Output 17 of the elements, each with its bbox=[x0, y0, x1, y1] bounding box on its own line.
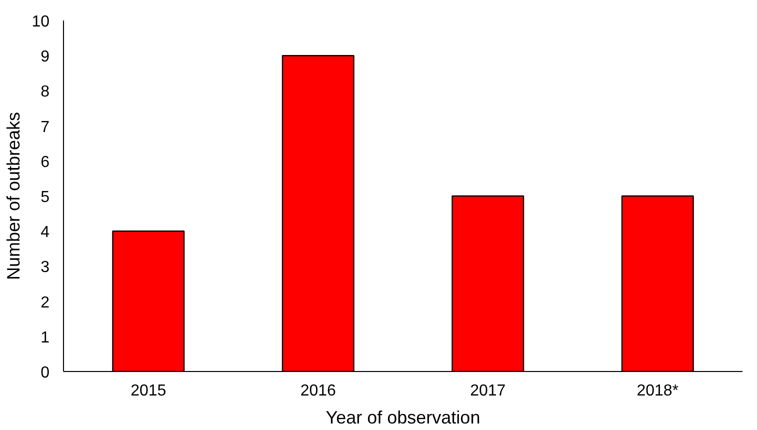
y-tick-label: 3 bbox=[40, 259, 50, 276]
y-tick-label: 7 bbox=[40, 118, 50, 136]
x-tick-label: 2017 bbox=[470, 382, 506, 400]
y-tick-label: 10 bbox=[32, 14, 50, 30]
y-tick-label: 9 bbox=[40, 48, 50, 66]
x-tick-label: 2016 bbox=[300, 382, 336, 400]
x-axis-title: Year of observation bbox=[326, 408, 480, 428]
y-tick-label: 1 bbox=[40, 329, 50, 346]
y-tick-label: 8 bbox=[40, 84, 50, 101]
y-tick-label: 5 bbox=[40, 189, 50, 206]
y-tick-label: 6 bbox=[40, 154, 50, 171]
x-tick-label: 2015 bbox=[130, 382, 166, 400]
y-axis-title: Number of outbreaks bbox=[4, 112, 24, 280]
y-tick-label: 4 bbox=[40, 224, 50, 242]
y-tick-label: 0 bbox=[40, 364, 50, 382]
y-tick-label: 2 bbox=[40, 294, 50, 312]
x-tick-label: 2018* bbox=[636, 382, 679, 400]
